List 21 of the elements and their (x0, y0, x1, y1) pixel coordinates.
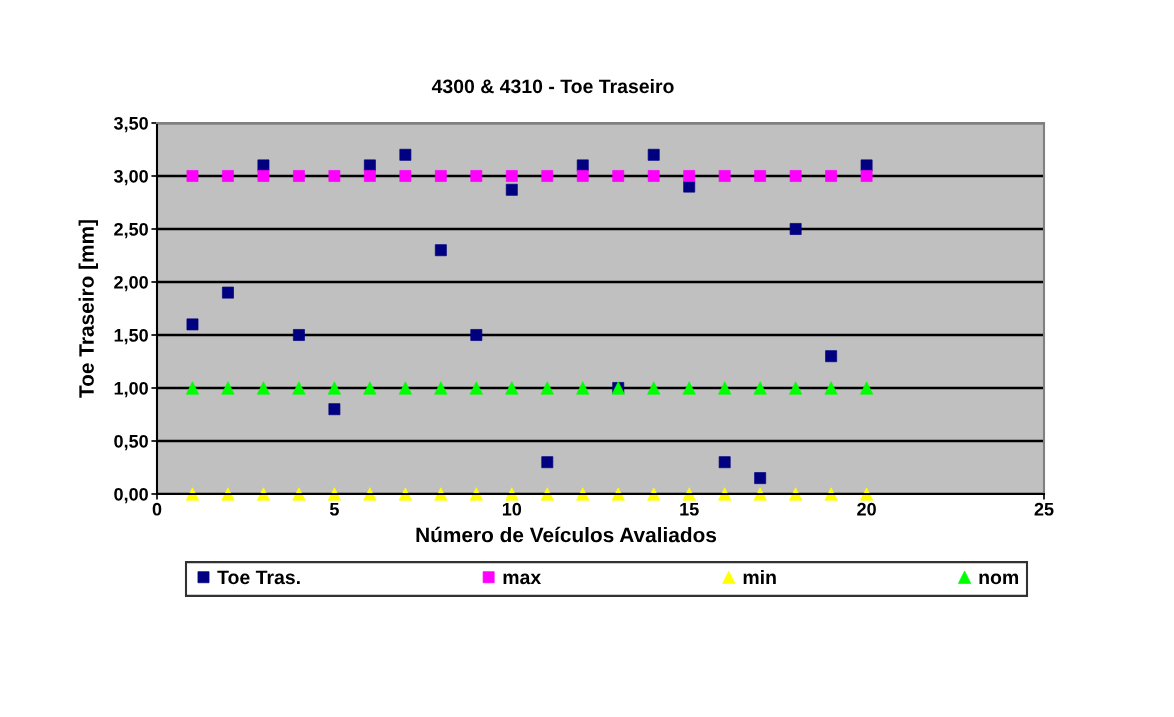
x-tick-label: 25 (1034, 502, 1054, 516)
x-tick-label: 10 (502, 502, 522, 516)
legend-label: min (743, 569, 776, 585)
x-tick-label: 0 (152, 502, 162, 516)
y-tick-label: 3,00 (113, 169, 148, 186)
y-tick-label: 3,50 (113, 116, 148, 133)
y-axis-title: Toe Traseiro [mm] (78, 220, 98, 398)
x-tick-label: 5 (329, 503, 339, 516)
chart-title: 4300 & 4310 - Toe Traseiro (431, 78, 674, 94)
legend-label: Toe Tras. (217, 570, 300, 585)
y-tick-label: 1,50 (114, 328, 148, 345)
x-tick-label: 20 (857, 502, 876, 516)
x-tick-label: 15 (680, 503, 699, 516)
x-axis-title: Número de Veículos Avaliados (416, 526, 717, 543)
y-tick-label: 1,00 (114, 381, 148, 398)
y-tick-label: 0,50 (114, 434, 148, 451)
legend-label: max (503, 573, 542, 585)
y-tick-label: 2,50 (114, 222, 148, 239)
y-tick-label: 0,00 (114, 487, 148, 504)
legend-label: nom (979, 573, 1019, 585)
y-tick-label: 2,00 (114, 275, 148, 292)
